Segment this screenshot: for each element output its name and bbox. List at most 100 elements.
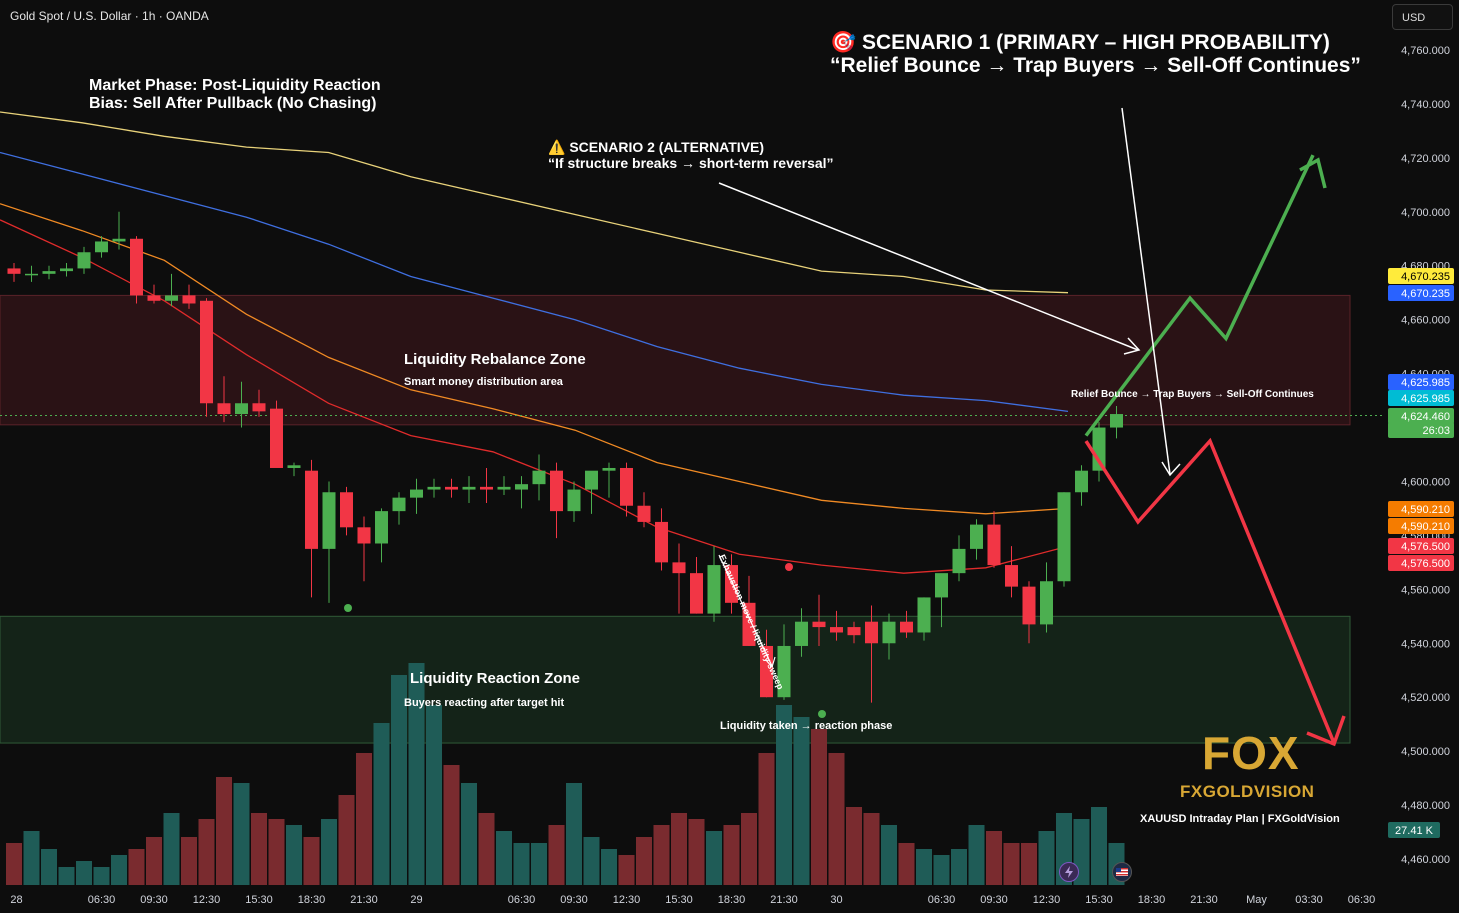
candle-body	[917, 597, 931, 633]
price-tag	[1388, 374, 1454, 390]
price-tick-label: 4,700.000	[1401, 207, 1450, 219]
price-tag-label: 4,670.235	[1401, 271, 1450, 283]
candle-body	[637, 505, 651, 522]
time-tick-label: 21:30	[770, 894, 798, 906]
currency-selector[interactable]: USD	[1392, 4, 1453, 30]
price-tag-label: 4,625.985	[1401, 393, 1450, 405]
volume-bar	[41, 849, 57, 885]
price-tag-label: 4,625.985	[1401, 377, 1450, 389]
liquidity-taken-label: Liquidity taken → reaction phase	[720, 720, 893, 732]
price-tag	[1388, 555, 1454, 571]
candle-body	[812, 621, 826, 628]
volume-bar	[811, 729, 827, 885]
candle-body	[795, 621, 808, 646]
candle-body	[567, 489, 581, 512]
price-tag-label: 4,670.235	[1401, 288, 1450, 300]
volume-bar	[1021, 843, 1037, 885]
price-tick-label: 4,480.000	[1401, 800, 1450, 812]
price-tag	[1388, 268, 1454, 284]
time-tick-label: 21:30	[350, 894, 378, 906]
candle-body	[252, 403, 266, 412]
scenario1-note: 🎯 SCENARIO 1 (PRIMARY – HIGH PROBABILITY…	[830, 31, 1361, 77]
volume-bar	[828, 753, 845, 885]
volume-bar	[706, 831, 722, 885]
volume-bar	[443, 765, 460, 885]
price-axis: 4,760.0004,740.0004,720.0004,700.0004,68…	[1385, 0, 1459, 913]
time-tick-label: 09:30	[140, 894, 168, 906]
volume-bar	[198, 819, 215, 885]
volume-bar	[58, 867, 75, 885]
scenario1-pointer-head	[1161, 461, 1181, 477]
volume-bar	[76, 861, 92, 885]
volume-bar	[181, 837, 197, 885]
volume-bar	[723, 825, 740, 885]
volume-bar	[233, 783, 250, 885]
exhaustion-arrowhead	[765, 656, 776, 669]
volume-bar	[671, 813, 687, 885]
candle-body	[410, 489, 423, 498]
scenario1-arrowhead	[1306, 715, 1346, 747]
volume-bar	[951, 849, 967, 885]
ema-layer	[0, 111, 1069, 574]
rebalance-zone-subtitle: Smart money distribution area	[404, 376, 563, 388]
ema-red-line	[0, 219, 1069, 574]
volume-bar	[601, 849, 617, 885]
candle-body	[427, 486, 441, 490]
us-flag-icon[interactable]	[1112, 862, 1132, 882]
volume-bar	[251, 813, 267, 885]
volume-bar	[23, 831, 40, 885]
candle-body	[287, 465, 301, 468]
rebalance-zone-title: Liquidity Rebalance Zone	[404, 351, 586, 368]
reaction-zone-title: Liquidity Reaction Zone	[410, 670, 581, 687]
relief-bounce-label: Relief Bounce → Trap Buyers → Sell-Off C…	[1071, 389, 1314, 400]
lightning-icon[interactable]	[1059, 862, 1079, 882]
time-axis: 28 06:30 09:30 12:30 15:30 18:30 21:30 29 06:30 0…	[10, 894, 1375, 906]
volume-bar	[548, 825, 565, 885]
market-phase-text: Market Phase: Post-Liquidity Reaction	[89, 77, 381, 94]
candle-body	[935, 573, 948, 598]
time-tick-label: 06:30	[1348, 894, 1376, 906]
volume-bar	[916, 849, 932, 885]
price-tick-label: 4,760.000	[1401, 45, 1450, 57]
price-tag-label: 4,576.500	[1401, 558, 1450, 570]
candle-body	[602, 467, 616, 471]
time-tick-label: 15:30	[665, 894, 693, 906]
candle-body	[322, 492, 336, 549]
price-tag	[1388, 285, 1454, 301]
scenario2-note: ⚠️ SCENARIO 2 (ALTERNATIVE) “If structur…	[548, 139, 834, 171]
candle-body	[375, 511, 388, 544]
candle-body	[830, 627, 843, 633]
swing-low-marker	[818, 710, 826, 718]
time-tick-label: 30	[830, 894, 842, 906]
time-tick-label: 18:30	[1138, 894, 1166, 906]
price-tick-label: 4,660.000	[1401, 315, 1450, 327]
volume-tag-label: 27.41 K	[1395, 825, 1434, 837]
scenario2-pointer-head	[1123, 337, 1141, 355]
time-tick-label: 03:30	[1295, 894, 1323, 906]
candle-body	[270, 408, 283, 468]
price-tag-label: 4,624.460	[1401, 411, 1450, 423]
volume-bar	[933, 855, 950, 885]
symbol-header[interactable]: Gold Spot / U.S. Dollar · 1h · OANDA	[10, 9, 209, 23]
volume-bar	[986, 831, 1002, 885]
candle-body	[690, 573, 703, 614]
candle-body	[95, 241, 108, 253]
candle-body	[882, 621, 896, 644]
candle-body	[1057, 492, 1071, 582]
volume-bar	[461, 783, 477, 885]
price-tag-label: 4,590.210	[1401, 521, 1450, 533]
time-tick-label: 06:30	[928, 894, 956, 906]
scenario1-path	[1084, 437, 1336, 744]
price-tag-label: 26:03	[1422, 425, 1450, 437]
ema-blue-line	[0, 151, 1069, 413]
candle-body	[1110, 414, 1123, 428]
price-tag-label: 4,590.210	[1401, 504, 1450, 516]
candle-body	[550, 470, 563, 512]
volume-bar	[688, 819, 705, 885]
price-tick-label: 4,520.000	[1401, 692, 1450, 704]
price-tag	[1388, 518, 1454, 534]
candle-body	[655, 521, 668, 563]
candle-body	[305, 470, 318, 549]
market-phase-note: Market Phase: Post-Liquidity Reaction Bi…	[89, 77, 381, 113]
